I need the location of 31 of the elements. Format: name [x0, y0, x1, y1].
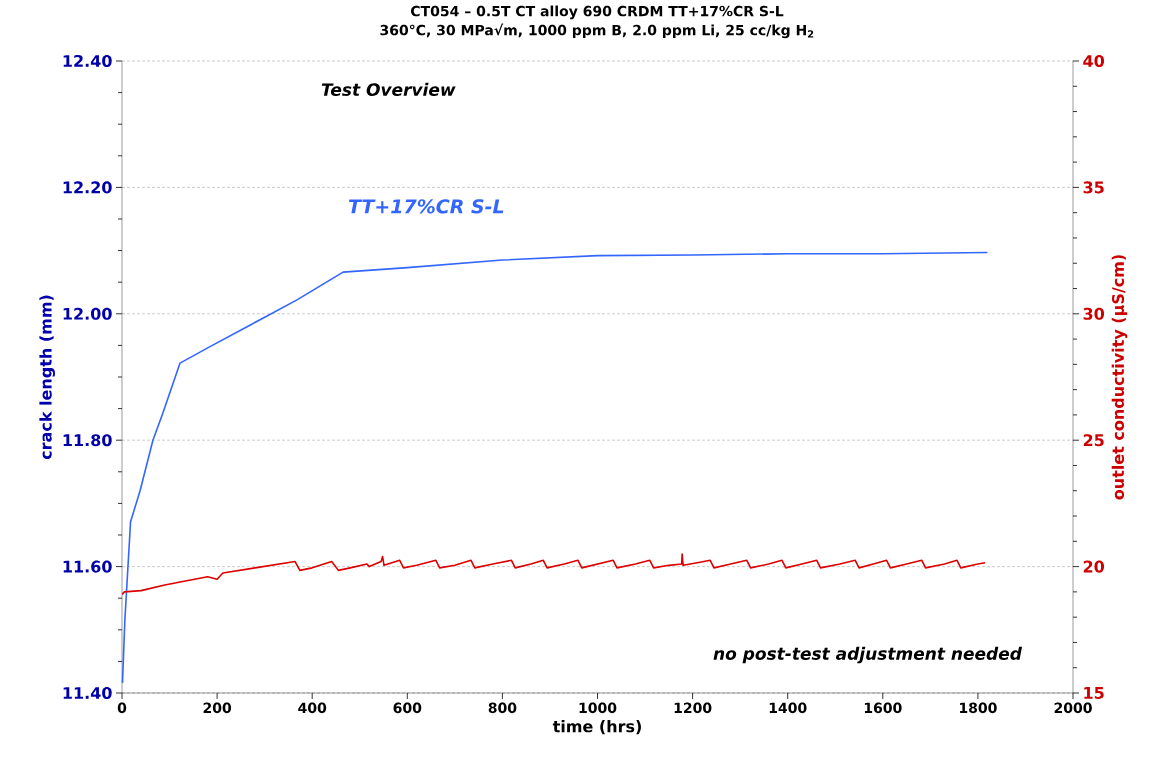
- x-tick-label: 0: [117, 702, 127, 714]
- x-tick-label: 200: [203, 702, 232, 714]
- x-tick-label: 1000: [579, 702, 617, 714]
- y-axis-title: crack length (mm): [39, 295, 55, 460]
- x-tick-label: 1800: [960, 702, 997, 714]
- chart-title: CT054 – 0.5T CT alloy 690 CRDM TT+17%CR S-L: [411, 5, 784, 20]
- x-tick-label: 600: [393, 702, 422, 714]
- y2-tick-label: 20: [1083, 560, 1105, 573]
- y2-tick-label: 30: [1083, 307, 1105, 320]
- annotation: Test Overview: [321, 82, 456, 97]
- text: TT+17%CR S-L: [348, 199, 504, 214]
- y2-tick-label: 35: [1083, 181, 1104, 194]
- y-tick-label: 11.80: [63, 434, 112, 447]
- x-tick-label: 1400: [769, 702, 807, 714]
- y-tick-label: 11.60: [63, 560, 112, 573]
- chart-subtitle: 360°C, 30 MPa√m, 1000 ppm B, 2.0 ppm Li, 25 cc/kg H$_{2}$: [380, 23, 814, 39]
- x-axis-title: time (hrs): [552, 719, 641, 735]
- y2-tick-label: 15: [1084, 687, 1104, 699]
- y-tick-label: 12.40: [63, 54, 112, 68]
- x-tick-label: 1200: [674, 702, 712, 714]
- annotation: no post-test adjustment needed: [713, 646, 1023, 664]
- y-tick-label: 12.20: [63, 181, 112, 194]
- y-tick-label: 11.40: [63, 686, 112, 700]
- y2-axis-title: outlet conductivity (µS/cm): [1111, 255, 1128, 500]
- y-tick-label: 12.00: [63, 307, 112, 320]
- y2-tick-label: 25: [1083, 434, 1104, 447]
- x-tick-label: 400: [298, 702, 327, 714]
- x-tick-label: 800: [488, 702, 517, 714]
- x-tick-label: 2000: [1054, 702, 1092, 714]
- x-tick-label: 1600: [864, 702, 902, 714]
- y2-tick-label: 40: [1083, 54, 1105, 68]
